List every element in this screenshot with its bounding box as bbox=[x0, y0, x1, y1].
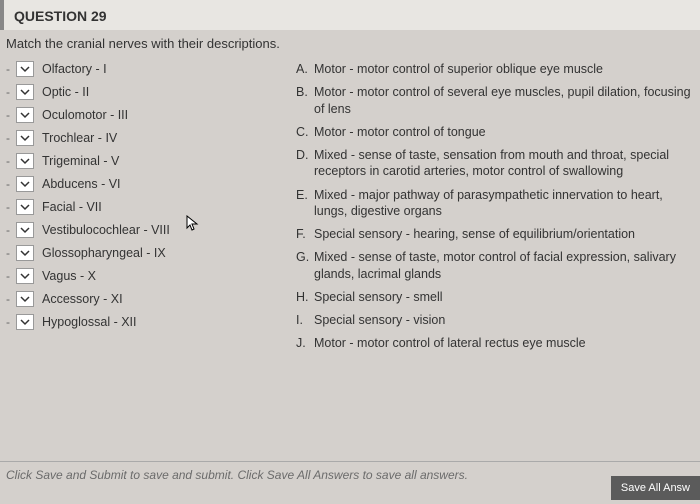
nerve-label: Accessory - XI bbox=[42, 292, 123, 306]
match-dropdown[interactable] bbox=[16, 314, 34, 330]
match-row: - Vestibulocochlear - VIII bbox=[6, 222, 236, 238]
nerve-label: Glossopharyngeal - IX bbox=[42, 246, 166, 260]
match-dropdown[interactable] bbox=[16, 245, 34, 261]
nerve-label: Hypoglossal - XII bbox=[42, 315, 136, 329]
description-letter: D. bbox=[296, 147, 314, 180]
match-row: - Accessory - XI bbox=[6, 291, 236, 307]
description-letter: J. bbox=[296, 335, 314, 351]
description-text: Special sensory - hearing, sense of equi… bbox=[314, 226, 635, 242]
description-letter: C. bbox=[296, 124, 314, 140]
description-row: B.Motor - motor control of several eye m… bbox=[296, 84, 694, 117]
footer-note: Click Save and Submit to save and submit… bbox=[6, 468, 468, 482]
dash: - bbox=[6, 108, 12, 122]
match-row: - Hypoglossal - XII bbox=[6, 314, 236, 330]
nerve-label: Abducens - VI bbox=[42, 177, 121, 191]
description-text: Mixed - major pathway of parasympathetic… bbox=[314, 187, 694, 220]
description-row: G.Mixed - sense of taste, motor control … bbox=[296, 249, 694, 282]
description-column: A.Motor - motor control of superior obli… bbox=[236, 61, 694, 359]
dash: - bbox=[6, 154, 12, 168]
description-text: Mixed - sense of taste, sensation from m… bbox=[314, 147, 694, 180]
dash: - bbox=[6, 200, 12, 214]
dash: - bbox=[6, 177, 12, 191]
description-letter: H. bbox=[296, 289, 314, 305]
match-row: - Trigeminal - V bbox=[6, 153, 236, 169]
match-row: - Oculomotor - III bbox=[6, 107, 236, 123]
description-letter: B. bbox=[296, 84, 314, 117]
match-dropdown[interactable] bbox=[16, 199, 34, 215]
save-all-button[interactable]: Save All Answ bbox=[611, 476, 700, 500]
dash: - bbox=[6, 292, 12, 306]
question-header: QUESTION 29 bbox=[0, 0, 700, 30]
description-row: H.Special sensory - smell bbox=[296, 289, 694, 305]
nerve-label: Trigeminal - V bbox=[42, 154, 119, 168]
match-dropdown[interactable] bbox=[16, 176, 34, 192]
nerve-label: Vagus - X bbox=[42, 269, 96, 283]
question-instruction: Match the cranial nerves with their desc… bbox=[0, 30, 700, 61]
match-row: - Olfactory - I bbox=[6, 61, 236, 77]
nerve-label: Facial - VII bbox=[42, 200, 102, 214]
dash: - bbox=[6, 62, 12, 76]
match-dropdown[interactable] bbox=[16, 268, 34, 284]
divider bbox=[0, 461, 700, 462]
match-row: - Glossopharyngeal - IX bbox=[6, 245, 236, 261]
description-letter: I. bbox=[296, 312, 314, 328]
dash: - bbox=[6, 131, 12, 145]
match-row: - Optic - II bbox=[6, 84, 236, 100]
description-text: Special sensory - vision bbox=[314, 312, 445, 328]
description-text: Motor - motor control of several eye mus… bbox=[314, 84, 694, 117]
match-dropdown[interactable] bbox=[16, 61, 34, 77]
description-row: I.Special sensory - vision bbox=[296, 312, 694, 328]
dash: - bbox=[6, 315, 12, 329]
nerve-label: Oculomotor - III bbox=[42, 108, 128, 122]
match-row: - Facial - VII bbox=[6, 199, 236, 215]
description-row: F.Special sensory - hearing, sense of eq… bbox=[296, 226, 694, 242]
match-column: - Olfactory - I - Optic - II - Oculomotor - I… bbox=[6, 61, 236, 359]
dash: - bbox=[6, 269, 12, 283]
dash: - bbox=[6, 246, 12, 260]
description-letter: E. bbox=[296, 187, 314, 220]
nerve-label: Vestibulocochlear - VIII bbox=[42, 223, 170, 237]
description-text: Motor - motor control of superior obliqu… bbox=[314, 61, 603, 77]
dash: - bbox=[6, 85, 12, 99]
match-dropdown[interactable] bbox=[16, 130, 34, 146]
description-letter: F. bbox=[296, 226, 314, 242]
nerve-label: Trochlear - IV bbox=[42, 131, 117, 145]
description-letter: A. bbox=[296, 61, 314, 77]
dash: - bbox=[6, 223, 12, 237]
match-dropdown[interactable] bbox=[16, 291, 34, 307]
match-dropdown[interactable] bbox=[16, 222, 34, 238]
nerve-label: Olfactory - I bbox=[42, 62, 107, 76]
match-dropdown[interactable] bbox=[16, 84, 34, 100]
match-row: - Abducens - VI bbox=[6, 176, 236, 192]
description-letter: G. bbox=[296, 249, 314, 282]
description-text: Special sensory - smell bbox=[314, 289, 443, 305]
description-row: E.Mixed - major pathway of parasympathet… bbox=[296, 187, 694, 220]
description-row: C.Motor - motor control of tongue bbox=[296, 124, 694, 140]
description-row: D.Mixed - sense of taste, sensation from… bbox=[296, 147, 694, 180]
match-dropdown[interactable] bbox=[16, 153, 34, 169]
description-text: Motor - motor control of lateral rectus … bbox=[314, 335, 586, 351]
description-row: A.Motor - motor control of superior obli… bbox=[296, 61, 694, 77]
description-text: Motor - motor control of tongue bbox=[314, 124, 486, 140]
description-text: Mixed - sense of taste, motor control of… bbox=[314, 249, 694, 282]
match-row: - Trochlear - IV bbox=[6, 130, 236, 146]
description-row: J.Motor - motor control of lateral rectu… bbox=[296, 335, 694, 351]
match-row: - Vagus - X bbox=[6, 268, 236, 284]
nerve-label: Optic - II bbox=[42, 85, 89, 99]
content-area: - Olfactory - I - Optic - II - Oculomotor - I… bbox=[0, 61, 700, 359]
match-dropdown[interactable] bbox=[16, 107, 34, 123]
